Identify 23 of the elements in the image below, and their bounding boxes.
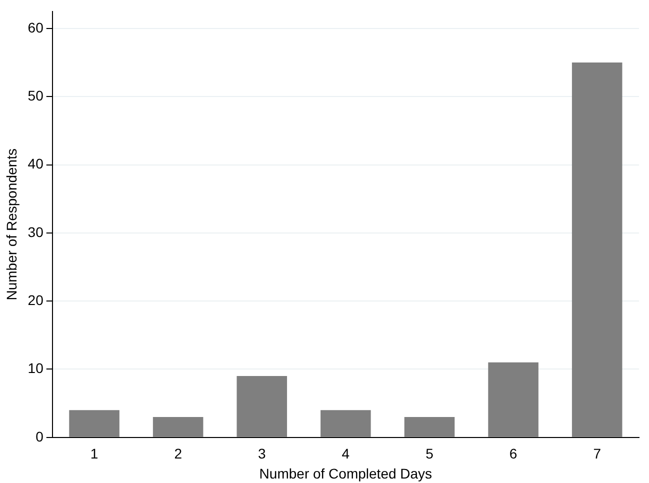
- y-tick-label: 50: [28, 87, 44, 104]
- x-tick-label: 4: [342, 446, 350, 462]
- y-tick-label: 30: [28, 224, 44, 240]
- x-axis-title: Number of Completed Days: [259, 465, 432, 482]
- y-tick-label: 0: [36, 428, 44, 444]
- x-tick-label: 1: [90, 446, 98, 462]
- x-tick-label: 6: [509, 446, 518, 462]
- bar: [152, 416, 204, 437]
- bar: [572, 62, 622, 437]
- x-tick-label: 3: [258, 446, 266, 462]
- bar: [488, 362, 538, 437]
- y-tick-label: 40: [28, 156, 44, 172]
- bar: [404, 416, 455, 437]
- bar: [236, 376, 288, 437]
- x-tick-label: 5: [426, 446, 434, 462]
- y-tick-label: 20: [28, 292, 44, 308]
- x-tick-label: 7: [593, 446, 602, 462]
- y-axis-title: Number of Respondents: [3, 148, 20, 300]
- y-tick-label: 60: [28, 19, 44, 36]
- bar: [320, 410, 371, 437]
- x-tick-label: 2: [174, 446, 182, 462]
- y-tick-label: 10: [28, 360, 44, 376]
- bar: [69, 410, 120, 437]
